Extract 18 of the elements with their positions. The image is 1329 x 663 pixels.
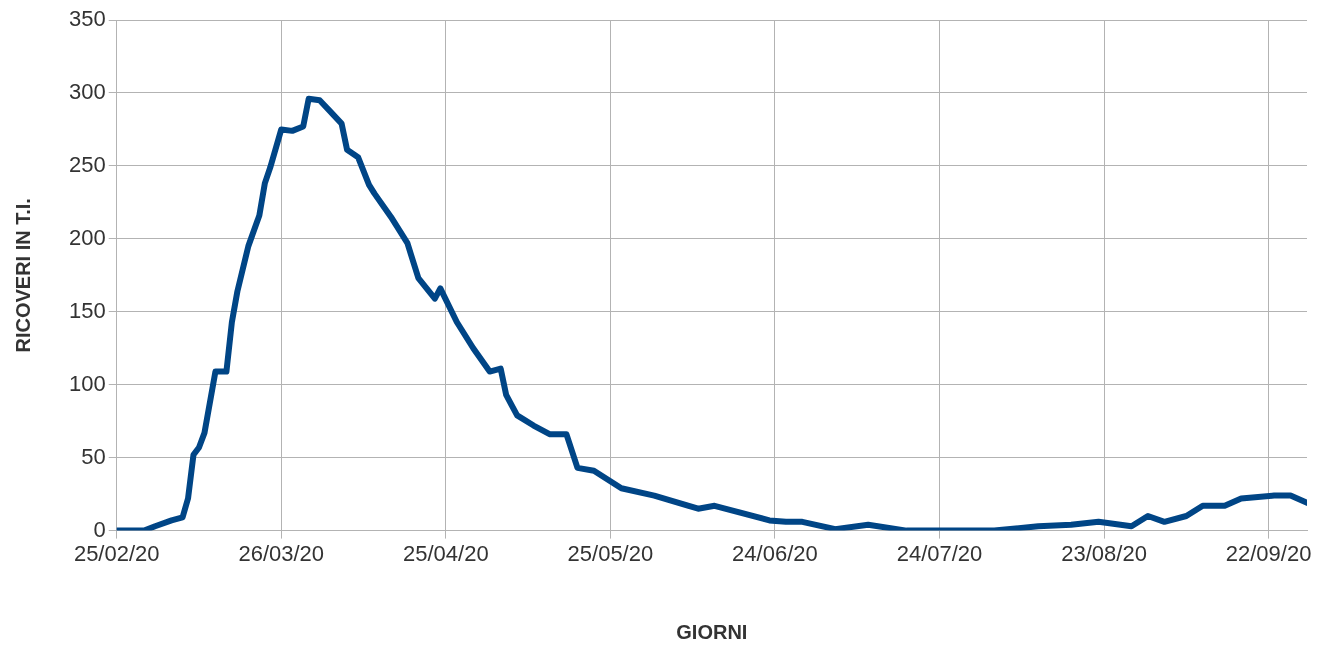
y-tick-label: 50: [81, 443, 106, 469]
x-tick-label: 25/05/20: [567, 540, 654, 566]
x-tick-label: 25/04/20: [403, 540, 489, 566]
x-tick-label: 22/09/20: [1225, 540, 1312, 566]
y-tick-label: 100: [68, 370, 106, 396]
x-tick-label: 24/07/20: [896, 540, 983, 566]
y-tick-label: 200: [68, 224, 106, 250]
x-tick-label: 23/08/20: [1061, 540, 1147, 566]
y-tick-label: 0: [93, 516, 106, 542]
x-tick-label: 24/06/20: [732, 540, 818, 566]
y-tick-label: 150: [68, 297, 106, 323]
y-tick-label: 300: [68, 79, 106, 105]
y-tick-label: 250: [68, 151, 106, 177]
x-tick-label: 26/03/20: [238, 540, 325, 566]
y-axis-title: RICOVERI IN T.I.: [11, 198, 34, 353]
x-axis-title: GIORNI: [676, 620, 748, 643]
y-tick-label: 350: [68, 6, 106, 32]
x-tick-label: 25/02/20: [73, 540, 160, 566]
